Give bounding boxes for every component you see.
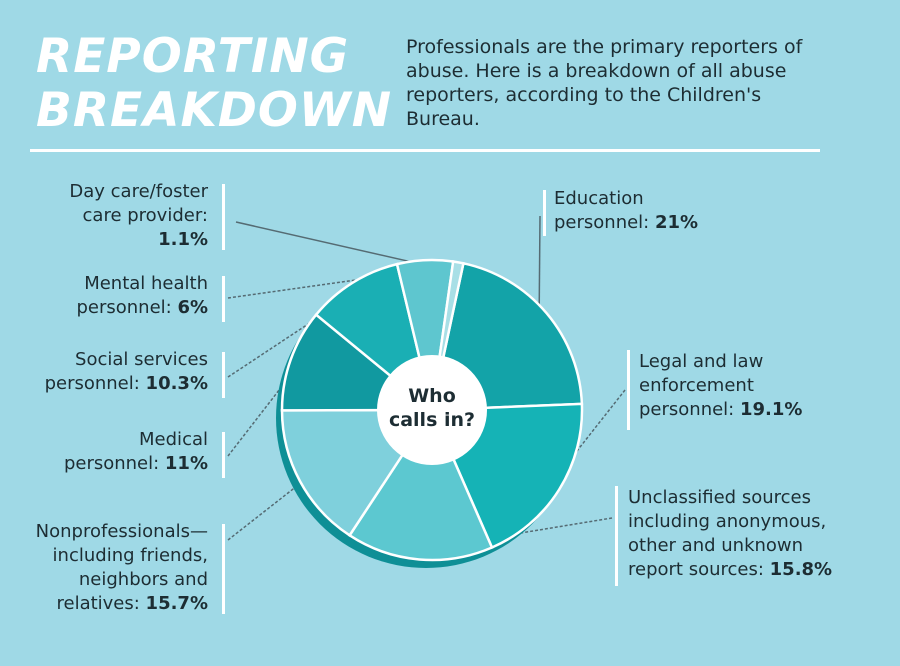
label-legal-line-1: Legal and law	[639, 351, 764, 372]
label-nonprofessionals-value: 15.7%	[145, 593, 208, 614]
center-hole	[377, 355, 487, 465]
intro-text: Professionals are the primary reporters …	[406, 36, 803, 130]
label-unclassified-line-2: including anonymous,	[628, 511, 827, 532]
label-social-services-line-1: Social services	[75, 349, 208, 370]
label-unclassified-value: 15.8%	[769, 559, 833, 580]
label-mental-health-line-2: personnel:	[76, 297, 178, 318]
label-mental-health-line-1: Mental health	[84, 273, 208, 294]
label-unclassified: Unclassified sources including anonymous…	[628, 486, 832, 582]
label-bar	[222, 352, 225, 398]
label-bar	[222, 524, 225, 614]
label-daycare-value: 1.1%	[158, 229, 208, 250]
label-legal-line-3: personnel:	[639, 399, 740, 420]
label-unclassified-line-4: report sources:	[628, 559, 770, 580]
label-legal: Legal and law enforcement personnel: 19.…	[639, 350, 802, 422]
label-nonprofessionals: Nonprofessionals— including friends, nei…	[36, 520, 208, 616]
label-nonprofessionals-line-2: including friends,	[52, 545, 208, 566]
center-label-line-2: calls in?	[389, 409, 475, 431]
label-bar	[615, 486, 618, 586]
leader-line-social-services-personnel	[227, 290, 359, 378]
label-daycare-line-2: care provider:	[82, 205, 208, 226]
label-social-services: Social services personnel: 10.3%	[45, 348, 208, 396]
label-medical-line-2: personnel:	[63, 453, 165, 474]
label-nonprofessionals-line-4: relatives:	[56, 593, 146, 614]
label-medical-value: 11%	[164, 453, 208, 474]
label-unclassified-line-1: Unclassified sources	[628, 487, 811, 508]
title-line-2: BREAKDOWN	[36, 83, 393, 138]
label-bar	[627, 350, 630, 430]
label-bar	[222, 184, 225, 250]
label-bar	[222, 432, 225, 478]
label-unclassified-line-3: other and unknown	[628, 535, 804, 556]
label-mental-health: Mental health personnel: 6%	[76, 272, 208, 320]
label-bar	[543, 190, 546, 236]
label-education-line-1: Education	[554, 188, 644, 209]
label-legal-value: 19.1%	[739, 399, 803, 420]
header-divider	[30, 149, 820, 152]
center-label-line-1: Who	[408, 385, 456, 407]
label-medical-line-1: Medical	[139, 429, 208, 450]
chart-title: REPORTING BREAKDOWN	[36, 30, 392, 138]
label-mental-health-value: 6%	[177, 297, 208, 318]
title-line-1: REPORTING	[36, 29, 350, 84]
label-nonprofessionals-line-3: neighbors and	[78, 569, 208, 590]
label-social-services-value: 10.3%	[145, 373, 208, 394]
label-social-services-line-2: personnel:	[44, 373, 146, 394]
label-legal-line-2: enforcement	[639, 375, 754, 396]
leader-line-education-personnel	[538, 215, 541, 320]
label-education-line-2: personnel:	[554, 212, 655, 233]
label-education: Education personnel: 21%	[554, 187, 698, 235]
pie-slice-unclassified-sources-including-anonymous	[347, 407, 494, 562]
label-nonprofessionals-line-1: Nonprofessionals—	[35, 521, 208, 542]
label-education-value: 21%	[654, 212, 699, 233]
label-medical: Medical personnel: 11%	[64, 428, 208, 476]
label-daycare: Day care/foster care provider: 1.1%	[69, 180, 208, 252]
label-bar	[222, 276, 225, 322]
label-daycare-line-1: Day care/foster	[69, 181, 208, 202]
